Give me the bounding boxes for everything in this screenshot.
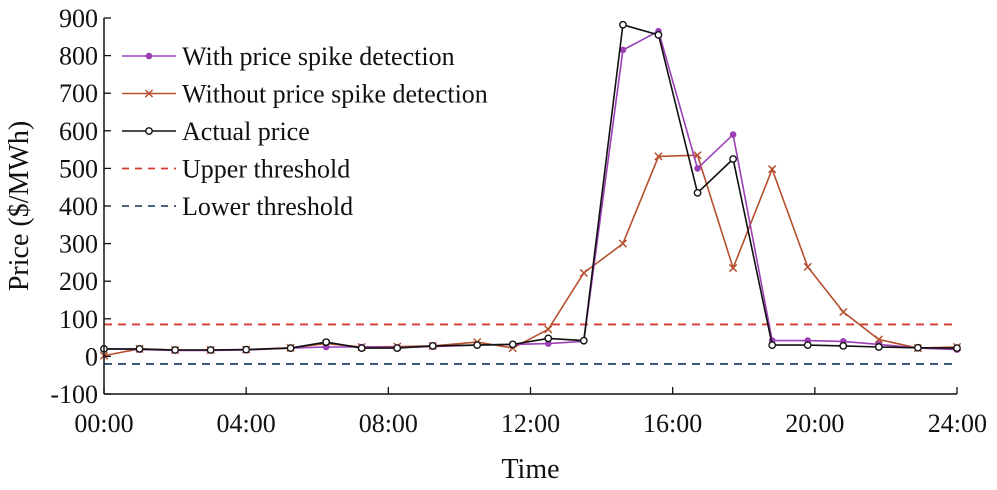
legend-label: Actual price bbox=[182, 117, 310, 146]
legend: With price spike detection Without price … bbox=[122, 42, 488, 221]
data-point bbox=[839, 341, 848, 350]
y-tick-label: 400 bbox=[59, 192, 98, 221]
y-axis-title: Price ($/MWh) bbox=[4, 121, 35, 291]
y-tick-label: -100 bbox=[50, 380, 98, 409]
legend-item: Without price spike detection bbox=[122, 80, 488, 109]
data-point bbox=[874, 335, 883, 344]
data-point bbox=[619, 46, 627, 54]
data-point bbox=[914, 343, 922, 352]
threshold-lines bbox=[104, 323, 957, 365]
data-point bbox=[618, 239, 628, 248]
data-point bbox=[874, 343, 883, 351]
y-tick-label: 300 bbox=[59, 230, 98, 259]
data-point bbox=[953, 344, 961, 353]
series-line bbox=[104, 23, 958, 351]
data-point bbox=[473, 341, 482, 350]
data-point bbox=[729, 155, 737, 163]
y-tick-label: 100 bbox=[59, 305, 98, 334]
data-point bbox=[145, 127, 153, 135]
legend-label: Without price spike detection bbox=[182, 80, 488, 109]
data-point bbox=[693, 188, 702, 197]
series-0 bbox=[100, 27, 961, 354]
series-lines bbox=[99, 20, 962, 360]
data-point bbox=[729, 131, 737, 138]
y-tick-label: 800 bbox=[59, 42, 98, 71]
legend-item: Lower threshold bbox=[122, 192, 353, 221]
x-tick-label: 12:00 bbox=[501, 409, 560, 438]
legend-label: Lower threshold bbox=[182, 192, 353, 221]
y-tick-label: 500 bbox=[59, 154, 98, 183]
y-tick-label: 0 bbox=[85, 342, 98, 371]
data-point bbox=[242, 345, 251, 354]
legend-label: With price spike detection bbox=[182, 42, 455, 71]
data-point bbox=[144, 89, 154, 98]
x-tick-label: 04:00 bbox=[217, 409, 276, 438]
data-point bbox=[768, 165, 777, 174]
data-point bbox=[654, 152, 663, 161]
legend-label: Upper threshold bbox=[182, 155, 350, 184]
series-2 bbox=[100, 20, 961, 354]
data-point bbox=[322, 338, 331, 347]
data-point bbox=[803, 262, 812, 272]
x-tick-label: 24:00 bbox=[928, 409, 987, 438]
data-point bbox=[393, 344, 402, 353]
legend-item: Upper threshold bbox=[122, 155, 350, 184]
data-point bbox=[544, 334, 553, 343]
data-point bbox=[619, 20, 627, 29]
y-tick-label: 200 bbox=[59, 267, 98, 296]
data-point bbox=[508, 340, 517, 349]
data-point bbox=[544, 325, 553, 334]
data-point bbox=[768, 341, 777, 350]
y-tick-label: 700 bbox=[59, 79, 98, 108]
data-point bbox=[839, 307, 848, 317]
data-point bbox=[145, 52, 153, 60]
data-point bbox=[286, 344, 295, 353]
ticks: -100 0 100 200 300 400 500 600 700 800 900 00:00 04:… bbox=[50, 4, 987, 438]
x-tick-label: 00:00 bbox=[74, 409, 133, 438]
data-point bbox=[171, 346, 179, 354]
legend-item: With price spike detection bbox=[122, 42, 455, 71]
data-point bbox=[428, 341, 437, 350]
data-point bbox=[135, 344, 144, 353]
x-tick-label: 16:00 bbox=[643, 409, 702, 438]
legend-item: Actual price bbox=[122, 117, 310, 146]
series-line bbox=[103, 154, 958, 357]
data-point bbox=[654, 31, 663, 39]
x-axis-title: Time bbox=[501, 454, 559, 485]
data-point bbox=[206, 346, 215, 354]
data-point bbox=[694, 165, 701, 172]
y-tick-label: 600 bbox=[59, 117, 98, 146]
x-tick-label: 08:00 bbox=[359, 409, 418, 438]
data-point bbox=[357, 344, 366, 353]
data-point bbox=[579, 268, 588, 278]
x-tick-label: 20:00 bbox=[785, 409, 844, 438]
data-point bbox=[579, 336, 588, 345]
data-point bbox=[728, 263, 738, 273]
y-tick-label: 900 bbox=[59, 4, 98, 33]
data-point bbox=[803, 341, 812, 350]
